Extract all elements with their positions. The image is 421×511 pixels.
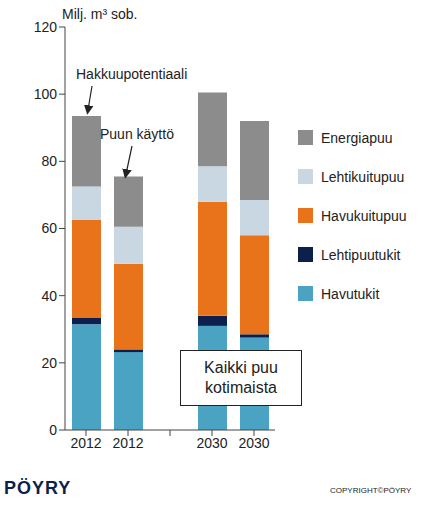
html-text:Hakkuupotentiaali: Hakkuupotentiaali [76,66,188,82]
html-text:Milj. m³ sob.: Milj. m³ sob. [62,6,138,22]
html-text:Puun käyttö: Puun käyttö [100,126,174,142]
svg-text:100: 100 [34,86,58,102]
svg-text:2012: 2012 [70,435,101,451]
svg-text:2012: 2012 [112,435,143,451]
svg-text:2030: 2030 [196,435,227,451]
html-text:PÖYRY: PÖYRY [4,478,72,498]
svg-text:120: 120 [34,19,58,35]
svg-text:60: 60 [41,220,57,236]
html-text:COPYRIGHT©PÖYRY: COPYRIGHT©PÖYRY [330,486,412,495]
svg-text:40: 40 [41,288,57,304]
html-text:Havukuitupuu: Havukuitupuu [321,207,407,224]
html-text:kotimaista: kotimaista [205,379,277,396]
html-text:Energiapuu: Energiapuu [321,129,393,146]
html-text:Havutukit: Havutukit [321,285,380,302]
svg-text:0: 0 [49,422,57,438]
svg-text:80: 80 [41,153,57,169]
html-text:Lehtikuitupuu: Lehtikuitupuu [321,168,405,185]
svg-text:2030: 2030 [238,435,269,451]
html-text:Lehtipuutukit: Lehtipuutukit [321,246,401,263]
html-text:Kaikki puu: Kaikki puu [204,359,278,376]
svg-text:20: 20 [41,355,57,371]
